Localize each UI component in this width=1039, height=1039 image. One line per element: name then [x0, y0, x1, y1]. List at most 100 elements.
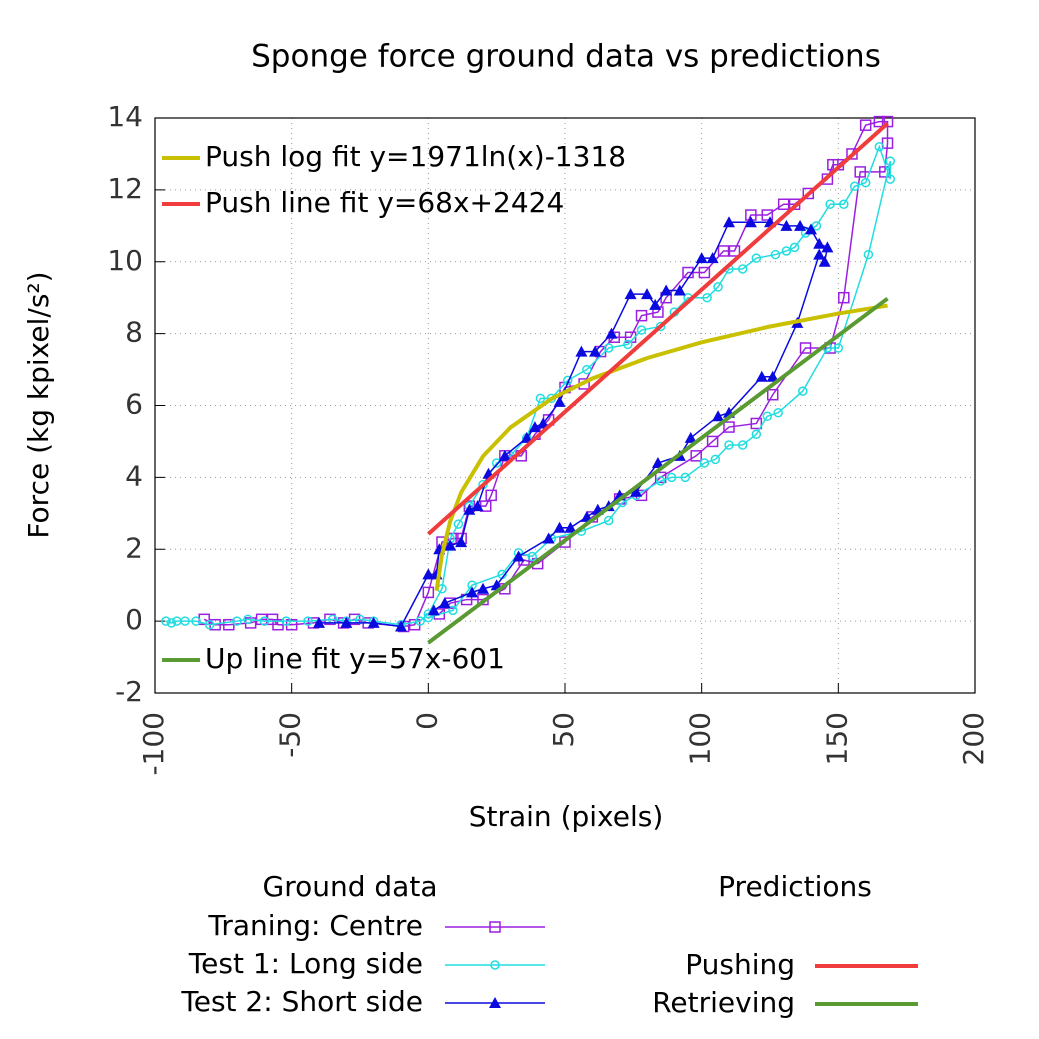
- y-tick-label: 4: [125, 459, 143, 492]
- plot-border: [154, 117, 976, 694]
- marker: [773, 407, 783, 418]
- marker: [854, 166, 866, 178]
- marker: [712, 410, 725, 422]
- marker: [636, 325, 647, 335]
- legend-label: Test 1: Long side: [188, 947, 423, 980]
- y-tick-label: 14: [107, 100, 143, 133]
- marker: [860, 177, 871, 188]
- marker: [415, 616, 425, 626]
- marker: [698, 266, 711, 279]
- marker: [649, 298, 662, 310]
- marker: [660, 284, 673, 296]
- marker: [272, 618, 284, 631]
- legend-label: Test 2: Short side: [180, 985, 423, 1018]
- marker: [489, 921, 501, 933]
- marker: [603, 343, 614, 353]
- fit-line: [434, 303, 888, 591]
- marker: [799, 342, 812, 354]
- marker: [710, 454, 721, 465]
- marker: [881, 115, 894, 128]
- marker: [802, 187, 815, 200]
- marker: [367, 616, 380, 628]
- marker: [427, 604, 440, 616]
- marker: [438, 597, 451, 609]
- marker: [313, 616, 325, 628]
- marker: [340, 616, 353, 628]
- marker: [624, 288, 637, 300]
- marker: [520, 431, 533, 443]
- marker: [423, 612, 434, 623]
- legend-title: Ground data: [263, 870, 438, 903]
- marker: [623, 339, 633, 350]
- marker: [651, 457, 664, 468]
- y-tick-label: 2: [125, 531, 143, 564]
- marker: [684, 431, 697, 443]
- marker: [580, 510, 593, 522]
- marker: [751, 253, 762, 263]
- marker: [655, 321, 666, 332]
- marker: [232, 616, 242, 626]
- marker: [542, 532, 555, 544]
- marker: [766, 388, 779, 401]
- marker: [821, 241, 834, 253]
- marker: [717, 245, 730, 257]
- x-tick-label: 100: [684, 712, 717, 765]
- x-tick-label: -50: [274, 712, 307, 758]
- marker: [535, 393, 546, 404]
- marker: [204, 619, 215, 630]
- legend-label: Push line fit y=68x+2424: [205, 186, 564, 219]
- marker: [695, 252, 708, 264]
- y-tick-label: -2: [115, 675, 143, 708]
- marker: [770, 249, 781, 260]
- marker: [702, 292, 712, 303]
- marker: [863, 249, 874, 260]
- marker: [575, 345, 588, 357]
- marker: [680, 472, 691, 483]
- marker: [281, 616, 291, 626]
- marker: [259, 616, 270, 626]
- chart-title: Sponge force ground data vs predictions: [251, 39, 881, 75]
- marker: [180, 616, 190, 626]
- y-tick-label: 0: [125, 603, 143, 636]
- marker: [690, 450, 702, 462]
- marker: [491, 458, 502, 468]
- marker: [635, 309, 648, 322]
- marker: [699, 458, 710, 468]
- y-tick-label: 8: [125, 316, 143, 349]
- marker: [728, 245, 741, 257]
- marker: [666, 472, 677, 483]
- marker: [303, 616, 313, 626]
- marker: [490, 960, 500, 970]
- marker: [846, 148, 858, 160]
- marker: [166, 618, 177, 628]
- marker: [881, 137, 894, 149]
- marker: [489, 997, 501, 1008]
- x-tick-label: -100: [137, 712, 170, 776]
- marker: [805, 223, 817, 235]
- marker: [654, 471, 667, 484]
- marker: [794, 219, 807, 231]
- x-axis-label: Strain (pixels): [469, 800, 664, 833]
- marker: [655, 476, 666, 486]
- marker: [744, 216, 757, 228]
- marker: [838, 291, 850, 304]
- marker: [789, 242, 800, 253]
- legend-label: Pushing: [685, 948, 795, 981]
- marker: [781, 246, 792, 256]
- marker: [751, 429, 762, 439]
- marker: [780, 219, 793, 231]
- marker: [448, 605, 458, 616]
- marker: [444, 539, 457, 551]
- marker: [477, 582, 489, 594]
- marker: [553, 395, 566, 407]
- legend-label: Up line fit y=57x-601: [205, 642, 505, 675]
- marker: [813, 248, 826, 260]
- marker: [498, 449, 511, 461]
- legend-label: Traning: Centre: [207, 909, 423, 942]
- marker: [630, 485, 643, 497]
- marker: [849, 181, 860, 192]
- x-tick-label: 150: [820, 712, 853, 765]
- y-axis-label: Force (kg kpixel/s²): [22, 271, 55, 538]
- marker: [537, 417, 550, 429]
